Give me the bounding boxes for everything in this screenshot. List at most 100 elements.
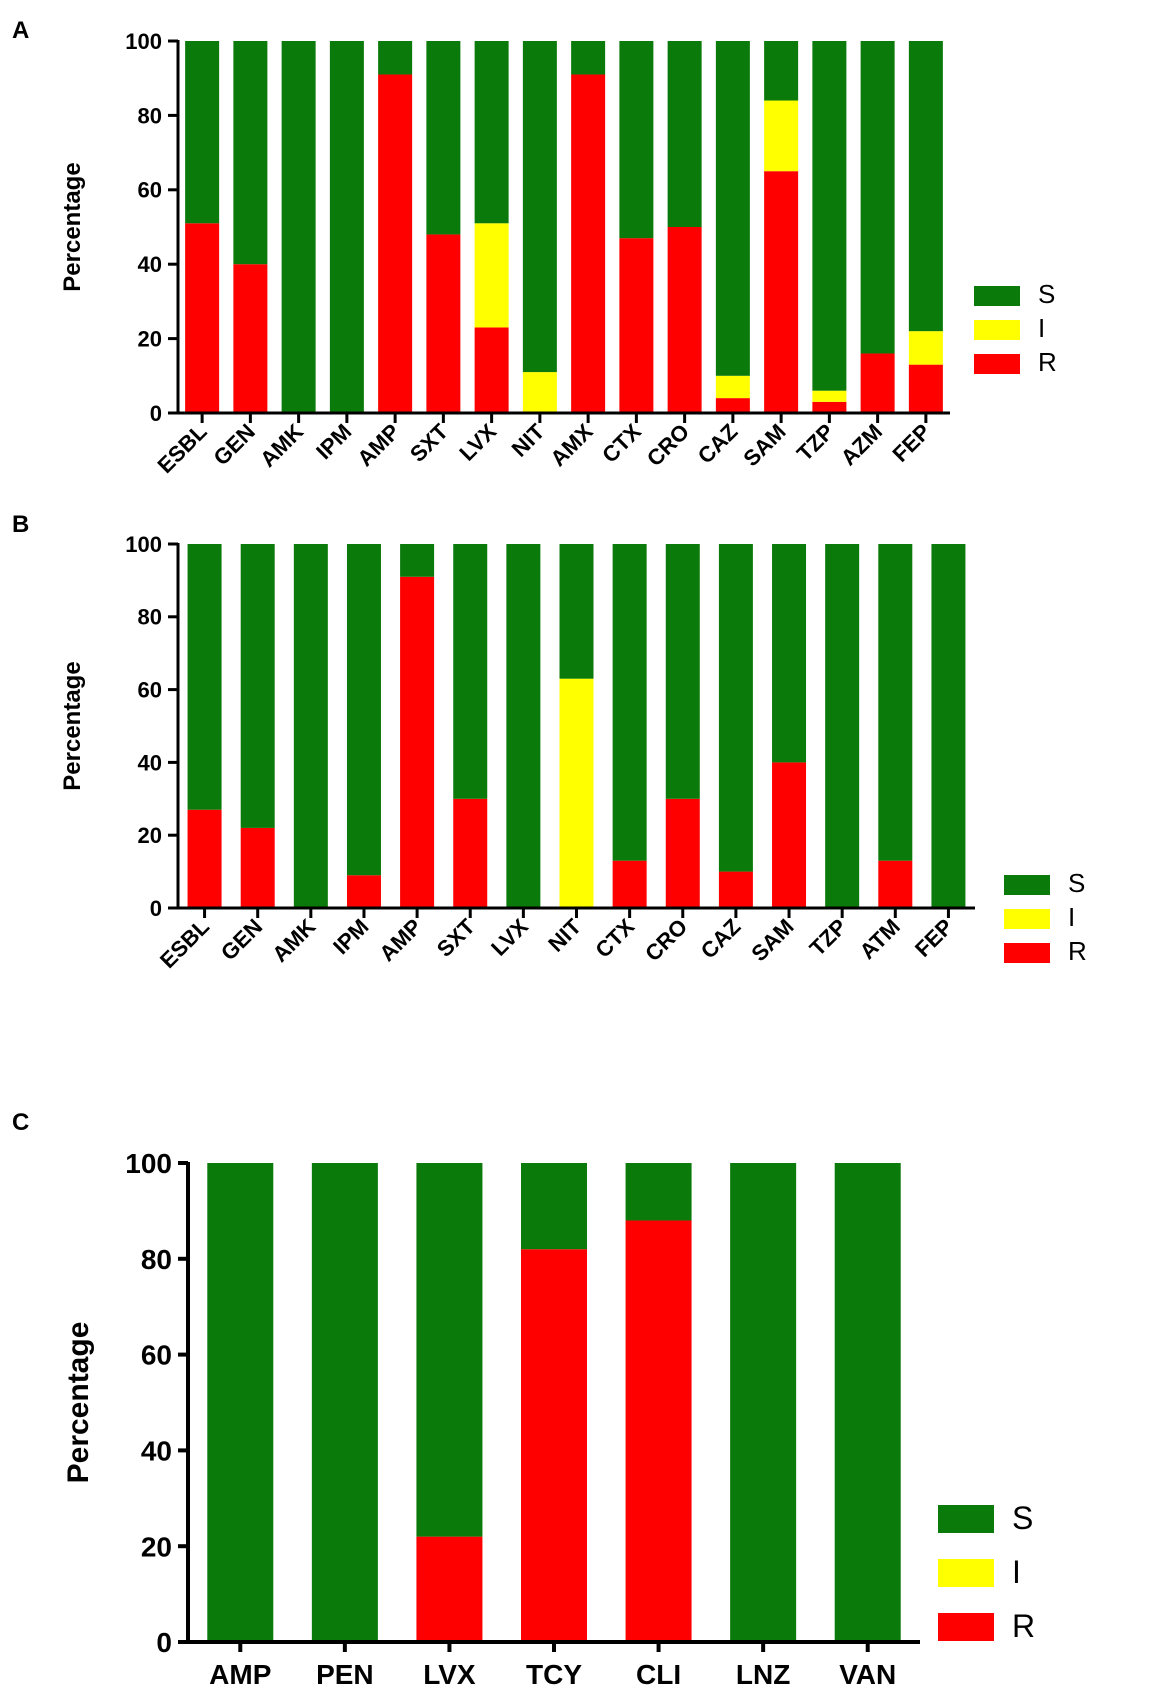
bar-segment-s (453, 544, 488, 799)
legend-swatch-r (1004, 943, 1050, 963)
legend: SIR (974, 279, 1057, 377)
x-tick-label: NIT (507, 418, 550, 461)
x-tick-label: AMK (255, 419, 308, 472)
bar-segment-s (715, 41, 750, 376)
y-tick-label: 100 (125, 29, 162, 54)
bar-segment-i (812, 390, 847, 402)
x-tick-label: SAM (738, 419, 790, 471)
bar-segment-r (715, 398, 750, 413)
bar-segment-i (908, 331, 943, 365)
bar-segment-r (521, 1249, 587, 1642)
x-tick-label: TZP (805, 914, 852, 961)
legend-label-r: R (1068, 936, 1087, 966)
bar-segment-r (772, 762, 807, 908)
bar-segment-s (860, 41, 895, 354)
x-tick-label: SAM (746, 914, 798, 966)
bar-segment-i (764, 100, 799, 172)
bar-segment-r (346, 875, 381, 908)
bar-segment-r (187, 809, 222, 908)
bar-segment-s (878, 544, 913, 861)
bar-segment-s (281, 41, 316, 413)
bar-segment-s (772, 544, 807, 763)
y-tick-label: 100 (125, 532, 162, 557)
y-tick-label: 80 (141, 1244, 172, 1275)
bar-segment-r (860, 353, 895, 413)
x-tick-label: AMP (209, 1659, 271, 1690)
legend-swatch-i (974, 320, 1020, 340)
bar-segment-r (764, 171, 799, 413)
bar-segment-s (931, 544, 966, 908)
y-tick-label: 80 (138, 605, 162, 630)
panel-letter: C (12, 1109, 29, 1136)
y-tick-label: 60 (138, 678, 162, 703)
x-tick-label: VAN (839, 1659, 896, 1690)
bar-segment-s (240, 544, 275, 828)
bar-segment-s (346, 544, 381, 876)
y-tick-label: 20 (138, 823, 162, 848)
bar-segment-s (665, 544, 700, 799)
y-axis-title: Percentage (59, 162, 86, 291)
bar-segment-s (378, 41, 413, 75)
legend-label-i: I (1038, 313, 1045, 343)
x-tick-label: IPM (311, 419, 356, 464)
bar-segment-r (474, 327, 509, 413)
legend-label-i: I (1068, 902, 1075, 932)
bar-segment-r (233, 264, 268, 413)
legend-label-i: I (1012, 1554, 1021, 1590)
legend-swatch-s (1004, 875, 1050, 895)
x-tick-label: SXT (432, 913, 480, 961)
bar-segment-r (718, 871, 753, 908)
bar-segment-s (619, 41, 654, 239)
x-tick-label: PEN (316, 1659, 374, 1690)
x-tick-label: CRO (642, 419, 694, 471)
legend-label-s: S (1068, 868, 1085, 898)
bar-segment-s (506, 544, 541, 908)
y-tick-label: 40 (138, 252, 162, 277)
legend-swatch-i (938, 1559, 994, 1587)
legend-swatch-r (974, 354, 1020, 374)
y-axis-title: Percentage (62, 1322, 95, 1484)
x-tick-label: CLI (636, 1659, 681, 1690)
x-tick-label: ESBL (152, 419, 211, 478)
bar-segment-s (207, 1163, 274, 1642)
legend-label-r: R (1038, 347, 1057, 377)
bar-segment-r (378, 74, 413, 413)
bar-segment-i (474, 223, 509, 328)
bar-segment-s (812, 41, 847, 391)
bar-segment-s (625, 1163, 692, 1221)
bar-segment-s (522, 41, 557, 373)
bar-segment-r (667, 227, 702, 413)
bar-segment-s (185, 41, 220, 224)
x-tick-label: LVX (423, 1659, 476, 1690)
y-tick-label: 40 (141, 1435, 172, 1466)
x-tick-label: IPM (328, 914, 373, 959)
bar-segment-s (908, 41, 943, 332)
bar-segment-s (764, 41, 799, 101)
bar-segment-r (571, 74, 606, 413)
bar-segment-r (665, 798, 700, 908)
bar-segment-r (878, 860, 913, 908)
bar-segment-s (825, 544, 860, 908)
legend-label-r: R (1012, 1608, 1035, 1644)
x-tick-label: TCY (526, 1659, 582, 1690)
x-tick-label: AZM (836, 419, 887, 470)
bar-segment-s (233, 41, 268, 265)
bar-segment-r (619, 238, 654, 413)
y-tick-label: 20 (138, 327, 162, 352)
bar-segment-i (559, 678, 594, 908)
y-tick-label: 100 (125, 1148, 172, 1179)
bar-segment-s (612, 544, 647, 861)
bar-segment-s (718, 544, 753, 872)
x-tick-label: LNZ (736, 1659, 790, 1690)
bar-segment-s (521, 1163, 587, 1250)
x-tick-label: SXT (405, 418, 453, 466)
bar-segment-r (625, 1220, 692, 1642)
bar-segment-i (522, 372, 557, 413)
x-tick-label: ATM (855, 914, 905, 964)
legend: SIR (1004, 868, 1087, 966)
x-tick-label: CTX (597, 419, 646, 468)
bar-segment-s (329, 41, 364, 413)
legend-swatch-s (938, 1505, 994, 1533)
